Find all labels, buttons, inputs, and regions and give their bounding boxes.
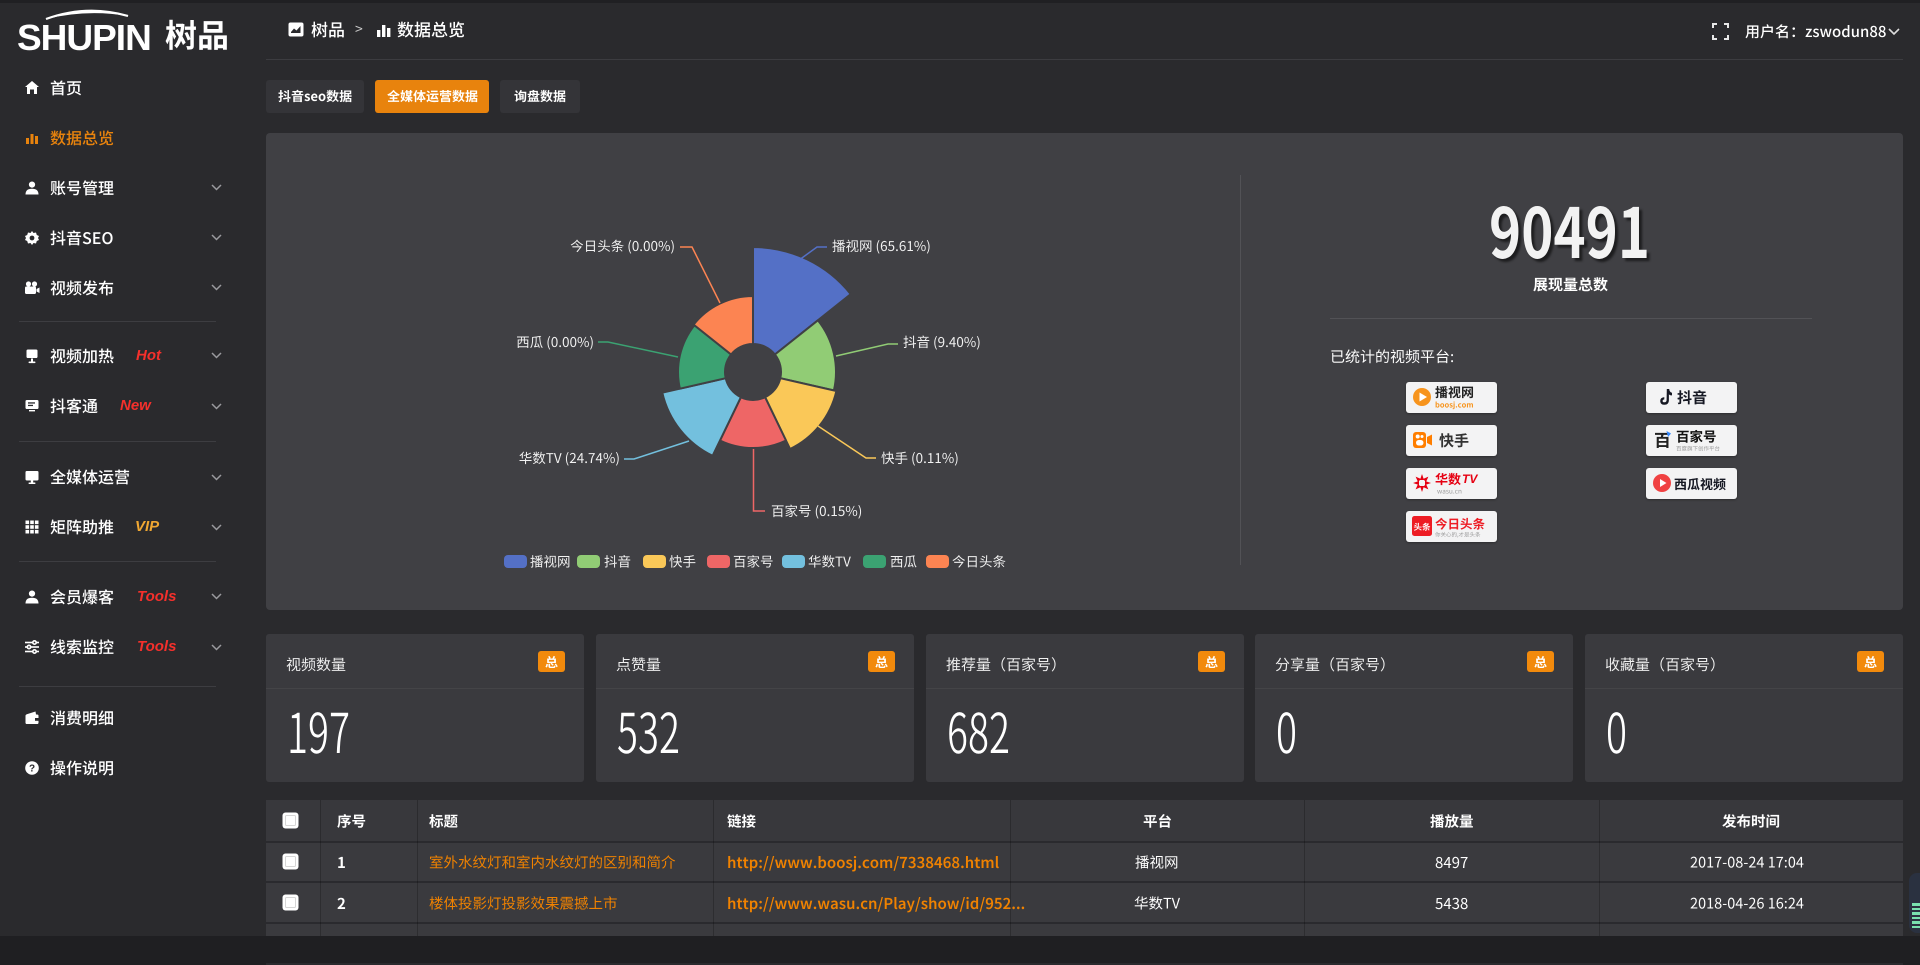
svg-text:?: ? xyxy=(29,763,35,774)
